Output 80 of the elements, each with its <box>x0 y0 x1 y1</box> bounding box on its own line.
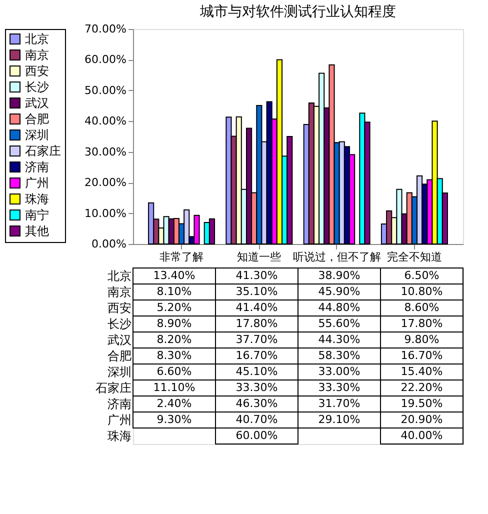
legend-label: 武汉 <box>25 96 49 110</box>
y-tick-label: 10.00% <box>84 206 126 220</box>
data-label: 45.10% <box>236 365 278 378</box>
data-label: 19.50% <box>400 397 443 410</box>
legend-label: 广州 <box>25 176 49 190</box>
y-tick-label: 0.00% <box>92 238 126 250</box>
x-tick-label: 完全不知道 <box>386 250 442 264</box>
text: 合肥 <box>108 349 132 363</box>
bar <box>226 116 232 244</box>
data-label: 9.80% <box>404 333 440 346</box>
data-label: 20.90% <box>400 413 443 426</box>
data-label: 58.30% <box>318 349 360 362</box>
y-tick-label: 20.00% <box>84 176 126 190</box>
data-label: 60.00% <box>236 429 278 442</box>
data-label: 46.30% <box>236 397 278 410</box>
data-label: 2.40% <box>156 397 192 410</box>
data-label: 8.30% <box>156 349 192 362</box>
data-label: 38.90% <box>318 269 360 282</box>
data-label: 45.90% <box>318 285 360 298</box>
data-label: 6.50% <box>404 269 440 282</box>
legend-label: 北京 <box>25 32 49 46</box>
data-label: 11.10% <box>153 381 196 394</box>
text: 深圳 <box>108 365 132 379</box>
data-label: 44.30% <box>318 333 360 346</box>
data-label: 40.70% <box>236 413 278 426</box>
legend-label: 合肥 <box>25 112 49 126</box>
legend-label: 南宁 <box>25 208 49 222</box>
data-label: 33.00% <box>318 365 360 378</box>
x-tick-label: 知道一些 <box>237 250 282 264</box>
data-label: 16.70% <box>236 349 278 362</box>
legend-label: 其他 <box>25 224 49 238</box>
data-label: 10.80% <box>400 285 443 298</box>
x-tick-label: 听说过，但不了解 <box>292 250 381 264</box>
y-tick-label: 70.00% <box>84 22 126 36</box>
y-tick-label: 30.00% <box>84 145 126 158</box>
data-label: 31.70% <box>318 397 360 410</box>
text: 武汉 <box>108 333 132 347</box>
legend-label: 石家庄 <box>25 144 61 158</box>
text: 珠海 <box>108 429 132 443</box>
data-label: 35.10% <box>236 285 278 298</box>
data-label: 5.20% <box>156 301 192 314</box>
text: 石家庄 <box>96 381 132 395</box>
data-label: 17.80% <box>236 317 278 330</box>
text: 西安 <box>108 301 132 315</box>
text: 北京 <box>108 269 132 283</box>
data-label: 33.30% <box>236 381 278 394</box>
legend-label: 济南 <box>25 160 49 174</box>
data-label: 33.30% <box>318 381 360 394</box>
legend-label: 长沙 <box>25 80 49 94</box>
y-tick-label: 60.00% <box>84 53 126 66</box>
legend-label: 珠海 <box>25 192 49 206</box>
data-label: 15.40% <box>400 365 443 378</box>
data-label: 22.20% <box>400 381 443 394</box>
text: 南京 <box>108 285 132 299</box>
data-label: 44.80% <box>318 301 360 314</box>
x-tick-label: 非常了解 <box>160 250 204 264</box>
data-label: 8.90% <box>156 317 192 330</box>
text: 长沙 <box>108 317 132 331</box>
data-label: 40.00% <box>400 429 443 442</box>
data-label: 9.30% <box>156 413 192 426</box>
y-tick-label: 40.00% <box>84 114 126 128</box>
legend-label: 南京 <box>25 48 49 62</box>
chart-title: 城市与对软件测试行业认知程度 <box>199 4 396 20</box>
y-tick-label: 50.00% <box>84 84 126 97</box>
data-label: 16.70% <box>400 349 443 362</box>
data-label: 41.40% <box>236 301 278 314</box>
data-label: 55.60% <box>318 317 360 330</box>
data-label: 37.70% <box>236 333 278 346</box>
legend-label: 西安 <box>25 64 49 78</box>
data-label: 29.10% <box>318 413 360 426</box>
text: 济南 <box>108 397 132 411</box>
data-label: 13.40% <box>153 269 196 282</box>
data-label: 6.60% <box>156 365 192 378</box>
data-label: 8.10% <box>156 285 192 298</box>
data-label: 8.60% <box>404 301 440 314</box>
text: 广州 <box>108 413 132 427</box>
data-label: 41.30% <box>236 269 278 282</box>
data-label: 8.20% <box>156 333 192 346</box>
data-label: 17.80% <box>400 317 443 330</box>
legend-label: 深圳 <box>25 128 49 142</box>
